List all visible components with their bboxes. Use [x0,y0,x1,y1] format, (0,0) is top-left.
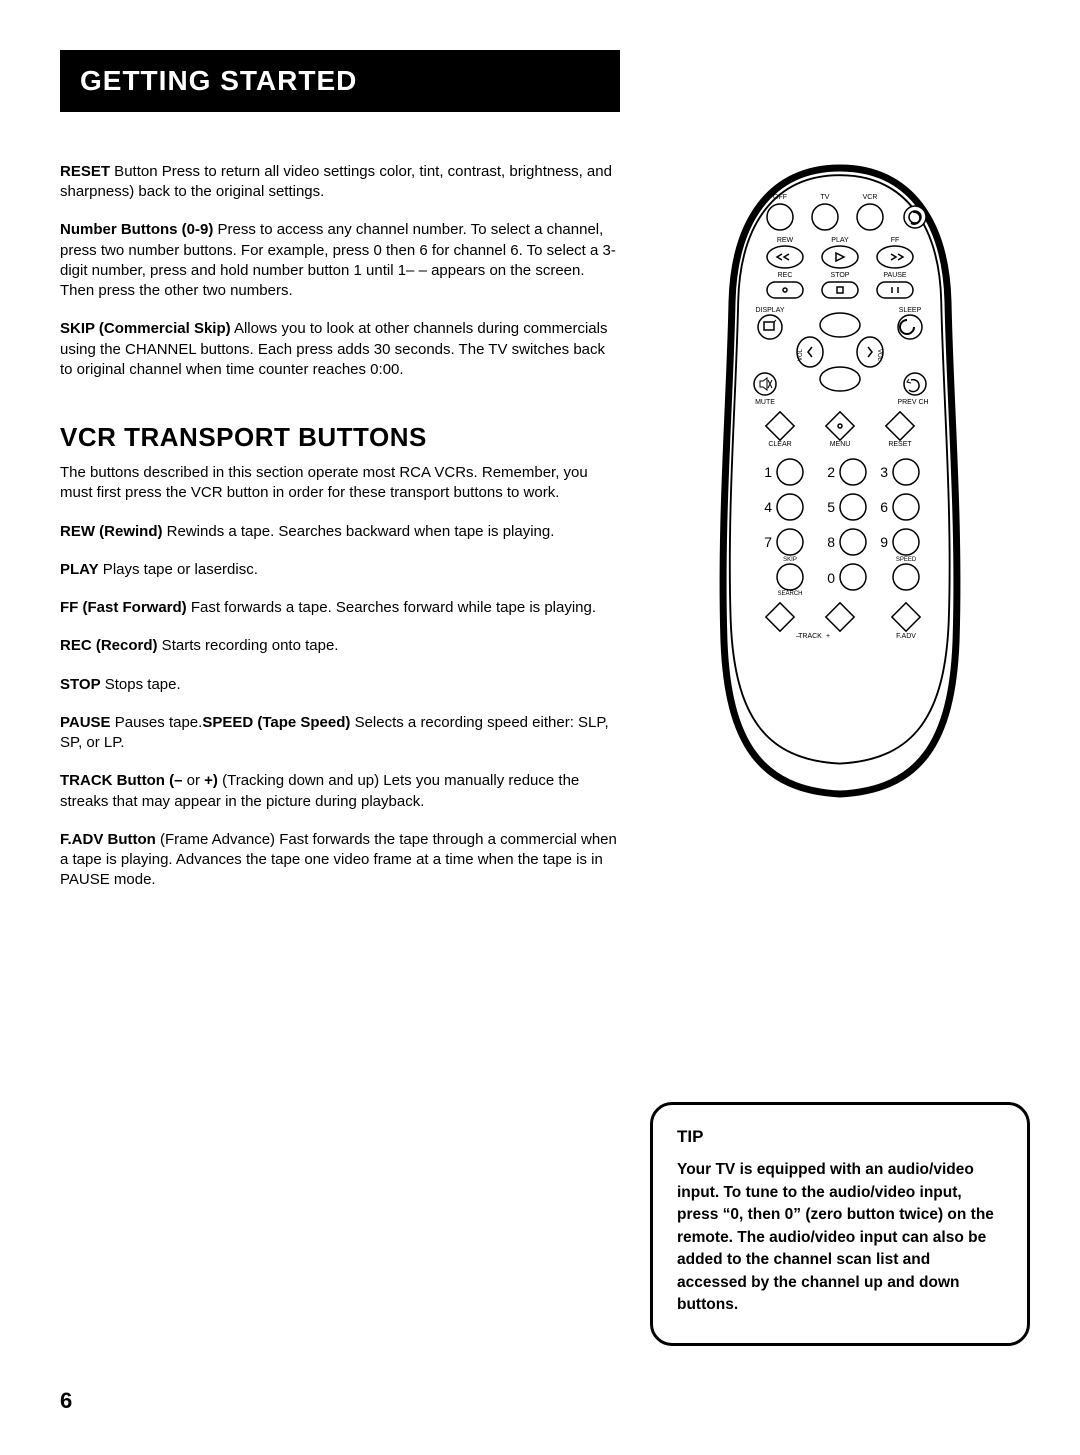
svg-text:REC: REC [778,272,793,279]
svg-text:2: 2 [827,464,835,480]
remote-diagram: OFF TV VCR REW PLAY FF REC STOP PAUSE [710,162,970,802]
bold-rec: REC (Record) [60,637,158,654]
svg-text:4: 4 [764,499,772,515]
svg-text:5: 5 [827,499,835,515]
text-play: Plays tape or laserdisc. [99,561,258,578]
bold-speed: SPEED (Tape Speed) [202,714,350,731]
svg-text:SPEED: SPEED [896,557,917,563]
para-numbers: Number Buttons (0-9) Press to access any… [60,220,620,301]
svg-text:1: 1 [764,464,772,480]
svg-text:0: 0 [827,570,835,586]
text-track-mid: or [182,772,204,789]
svg-text:VOL: VOL [876,349,882,362]
svg-text:PLAY: PLAY [831,237,849,244]
bold-track1: TRACK Button (– [60,772,182,789]
svg-text:SKIP: SKIP [783,557,797,563]
tip-box: TIP Your TV is equipped with an audio/vi… [650,1102,1030,1346]
para-play: PLAY Plays tape or laserdisc. [60,560,620,580]
svg-text:VOL: VOL [798,348,804,361]
para-stop: STOP Stops tape. [60,675,620,695]
para-reset: RESET Button Press to return all video s… [60,162,620,203]
figure-column: OFF TV VCR REW PLAY FF REC STOP PAUSE [650,162,1030,1346]
vcr-intro: The buttons described in this section op… [60,463,620,504]
bold-numbers: Number Buttons (0-9) [60,221,213,238]
svg-text:F.ADV: F.ADV [896,633,916,640]
text-reset: Button Press to return all video setting… [60,163,612,200]
svg-text:3: 3 [880,464,888,480]
para-track: TRACK Button (– or +) (Tracking down and… [60,771,620,812]
text-pause1: Pauses tape. [111,714,203,731]
svg-text:SLEEP: SLEEP [899,307,922,314]
banner-title: Getting Started [80,65,357,96]
bold-play: PLAY [60,561,99,578]
para-pause: PAUSE Pauses tape.SPEED (Tape Speed) Sel… [60,713,620,754]
tip-title: TIP [677,1125,1003,1150]
tip-body: Your TV is equipped with an audio/video … [677,1161,994,1313]
svg-text:TV: TV [821,194,830,201]
bold-stop: STOP [60,676,101,693]
svg-text:DISPLAY: DISPLAY [755,307,784,314]
text-rec: Starts recording onto tape. [158,637,339,654]
main-row: RESET Button Press to return all video s… [60,162,1020,1346]
svg-text:PAUSE: PAUSE [883,272,907,279]
svg-text:MENU: MENU [830,441,851,448]
svg-text:FF: FF [891,237,900,244]
bold-pause: PAUSE [60,714,111,731]
page-number: 6 [60,1386,1020,1416]
bold-ff: FF (Fast Forward) [60,599,187,616]
bold-fadv: F.ADV Button [60,831,156,848]
text-ff: Fast forwards a tape. Searches forward w… [187,599,596,616]
para-rew: REW (Rewind) Rewinds a tape. Searches ba… [60,522,620,542]
svg-text:TRACK: TRACK [798,633,822,640]
svg-text:PREV CH: PREV CH [897,399,928,406]
bold-reset: RESET [60,163,110,180]
svg-text:RESET: RESET [888,441,912,448]
section-banner: Getting Started [60,50,620,112]
text-column: RESET Button Press to return all video s… [60,162,620,1346]
svg-text:6: 6 [880,499,888,515]
text-stop: Stops tape. [101,676,181,693]
para-skip: SKIP (Commercial Skip) Allows you to loo… [60,319,620,380]
svg-text:7: 7 [764,534,772,550]
svg-text:8: 8 [827,534,835,550]
svg-text:VCR: VCR [863,194,878,201]
svg-text:OFF: OFF [773,194,787,201]
svg-text:+: + [826,633,830,640]
svg-text:9: 9 [880,534,888,550]
para-fadv: F.ADV Button (Frame Advance) Fast forwar… [60,830,620,891]
svg-text:MUTE: MUTE [755,399,775,406]
bold-rew: REW (Rewind) [60,523,163,540]
para-rec: REC (Record) Starts recording onto tape. [60,636,620,656]
bold-skip: SKIP (Commercial Skip) [60,320,231,337]
vcr-heading: VCR Transport Buttons [60,420,620,455]
svg-text:SEARCH: SEARCH [777,591,802,597]
svg-text:STOP: STOP [831,272,850,279]
bold-track2: +) [204,772,218,789]
svg-text:CHAN: CHAN [831,384,848,390]
svg-text:CLEAR: CLEAR [768,441,791,448]
text-rew: Rewinds a tape. Searches backward when t… [163,523,555,540]
svg-text:REW: REW [777,237,794,244]
para-ff: FF (Fast Forward) Fast forwards a tape. … [60,598,620,618]
